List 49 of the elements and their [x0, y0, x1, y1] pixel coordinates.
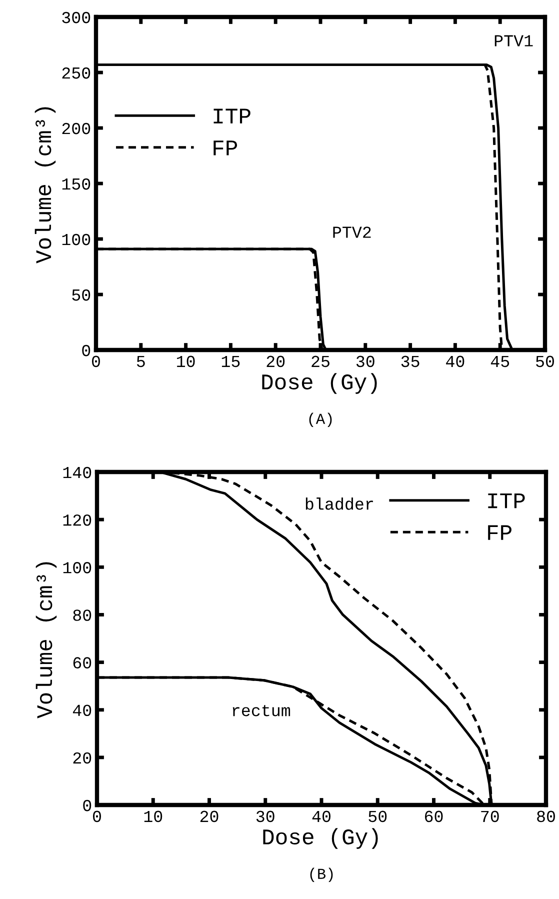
y-axis-title: Volume (cm³) — [34, 107, 56, 264]
y-tick-label: 300 — [62, 12, 90, 24]
legend-label: FP — [214, 140, 238, 156]
y-tick-label: 40 — [72, 704, 92, 716]
x-tick-label: 25 — [312, 356, 330, 368]
x-tick-label: 50 — [536, 356, 554, 368]
legend-label: FP — [488, 525, 512, 540]
y-tick-label: 20 — [73, 752, 92, 764]
y-tick-label: 250 — [62, 67, 90, 79]
x-tick-label: 5 — [136, 356, 145, 368]
annotation: bladder — [306, 498, 373, 510]
x-tick-label: 35 — [401, 356, 420, 368]
y-tick-label: 200 — [62, 122, 90, 134]
y-tick-label: 120 — [63, 514, 92, 526]
y-tick-label: 140 — [63, 466, 92, 478]
y-tick-label: 0 — [82, 344, 90, 356]
y-tick-label: 100 — [62, 234, 90, 246]
annotation: PTV2 — [333, 226, 371, 238]
x-tick-label: 30 — [356, 356, 374, 368]
x-tick-label: 15 — [222, 356, 240, 368]
x-axis-title: Dose (Gy) — [263, 828, 378, 849]
x-tick-label: 80 — [537, 810, 555, 822]
x-tick-label: 45 — [490, 356, 510, 368]
x-tick-label: 60 — [424, 810, 443, 822]
x-tick-label: 50 — [368, 810, 387, 822]
annotation: rectum — [232, 704, 290, 716]
legend-label: ITP — [214, 108, 250, 124]
y-tick-label: 100 — [63, 562, 92, 574]
y-tick-label: 80 — [73, 610, 92, 621]
x-tick-label: 10 — [144, 810, 162, 822]
text: (B) — [310, 868, 333, 882]
x-tick-label: 20 — [200, 810, 218, 822]
annotation: PTV1 — [494, 35, 533, 46]
y-tick-label: 50 — [72, 289, 90, 301]
x-tick-label: 0 — [93, 810, 101, 822]
x-tick-label: 70 — [481, 810, 499, 822]
x-tick-label: 30 — [256, 810, 274, 822]
legend-label: ITP — [488, 493, 525, 508]
x-tick-label: 40 — [446, 356, 464, 368]
x-tick-label: 40 — [312, 810, 330, 822]
y-tick-label: 150 — [62, 178, 90, 190]
y-axis-title: Volume (cm³) — [36, 562, 57, 718]
x-tick-label: 0 — [92, 356, 100, 368]
text: (A) — [309, 412, 332, 428]
y-tick-label: 0 — [83, 800, 92, 812]
x-tick-label: 10 — [177, 356, 195, 368]
x-axis-title: Dose (Gy) — [262, 373, 377, 394]
y-tick-label: 60 — [73, 657, 92, 668]
x-tick-label: 20 — [266, 356, 285, 368]
